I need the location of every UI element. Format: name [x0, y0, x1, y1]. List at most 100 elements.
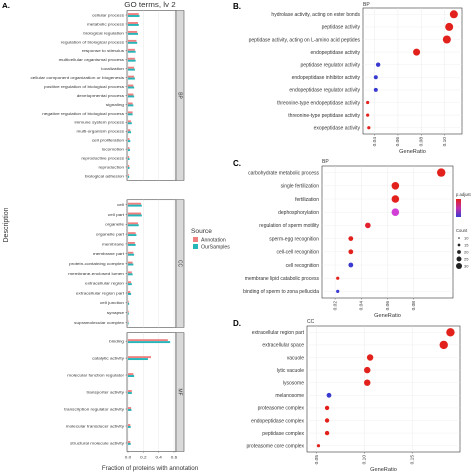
bar — [128, 373, 134, 376]
x-tick-label: 0.04 — [372, 137, 378, 147]
facet-strip-label: CC — [176, 260, 182, 267]
term-label: exopeptidase activity — [314, 126, 361, 132]
legend-title: Count — [456, 228, 468, 233]
panel-letter: B. — [233, 2, 241, 11]
bar — [128, 322, 129, 325]
bar — [128, 283, 132, 286]
bar — [128, 66, 135, 69]
x-axis-title: GeneRatio — [374, 313, 401, 319]
bar — [128, 442, 131, 445]
bar — [128, 300, 129, 303]
bar — [128, 224, 139, 227]
category-label: biological adhesion — [85, 174, 125, 179]
bar — [128, 122, 132, 125]
term-label: melanosome — [275, 393, 304, 399]
data-point — [442, 35, 451, 44]
size-legend-label: 30 — [464, 264, 469, 269]
data-point — [367, 126, 371, 130]
bar — [128, 48, 135, 51]
bar — [128, 263, 134, 266]
data-point — [391, 208, 400, 216]
x-axis-title: GeneRatio — [370, 467, 397, 473]
category-label: signaling — [106, 102, 125, 107]
facet-strip — [175, 10, 185, 181]
bar — [128, 175, 130, 178]
panel-a: A. GO terms, lv 2 BP cellular process metabo… — [2, 1, 185, 460]
data-point — [375, 62, 381, 67]
category-label: cell part — [108, 212, 125, 217]
category-label: positive regulation of biological proces… — [44, 84, 124, 89]
legend-title: Source — [191, 228, 212, 235]
bar — [128, 149, 130, 152]
term-label: extracellular region part — [252, 330, 305, 336]
size-legend-dot — [457, 250, 461, 254]
bar — [128, 441, 131, 443]
bar — [128, 22, 138, 24]
facet-strip-label: MF — [176, 389, 182, 396]
term-label: cell-cell recognition — [276, 250, 319, 256]
size-legend-label: 15 — [464, 243, 469, 248]
category-label: regulation of biological process — [61, 40, 124, 45]
category-label: negative regulation of biological proces… — [42, 111, 124, 116]
term-label: dephosphorylation — [278, 210, 319, 216]
bar — [128, 253, 135, 256]
data-point — [324, 405, 330, 411]
y-axis-title: Description — [3, 207, 10, 242]
category-label: transcription regulator activity — [64, 407, 125, 412]
panel-a-annotations: Fraction of proteins with annotation Desc… — [3, 207, 230, 472]
bar — [128, 291, 131, 294]
data-point — [391, 182, 400, 190]
data-point — [366, 100, 370, 105]
legend-title: p.adjust — [456, 192, 472, 197]
category-label: cell — [117, 202, 124, 207]
legend-entry: OurSamples — [201, 245, 230, 251]
bar — [128, 120, 132, 123]
data-point — [364, 366, 371, 374]
bar — [128, 39, 137, 42]
plot-frame — [362, 7, 463, 135]
category-label: membrane-enclosed lumen — [68, 271, 124, 276]
category-label: molecular function regulator — [67, 373, 124, 378]
term-label: endopeptidase regulator activity — [289, 88, 360, 94]
category-label: reproduction — [98, 165, 124, 170]
bar — [128, 261, 133, 264]
bar — [128, 140, 131, 143]
bar — [128, 165, 130, 167]
data-point — [366, 113, 370, 117]
bar — [128, 113, 133, 116]
facet-panel — [126, 332, 177, 452]
data-point — [446, 328, 455, 337]
term-label: extracellular space — [262, 343, 304, 349]
bar — [128, 281, 132, 284]
facet-strip — [175, 332, 185, 452]
category-label: extracellular region — [85, 281, 124, 286]
panel-subtitle: CC — [307, 319, 315, 325]
x-tick-label: 0.0 — [125, 455, 132, 460]
bar — [128, 339, 168, 342]
legend-entry: Annotation — [201, 238, 226, 244]
category-label: transporter activity — [86, 390, 124, 395]
bar — [128, 15, 140, 17]
data-point — [348, 249, 354, 255]
data-point — [336, 276, 340, 280]
data-point — [445, 22, 454, 31]
size-legend-label: 10 — [464, 236, 469, 241]
term-label: membrane lipid catabolic process — [245, 276, 320, 282]
bar — [128, 173, 129, 176]
bar — [128, 102, 133, 105]
category-label: metabolic process — [87, 22, 124, 27]
legend-swatch — [193, 237, 198, 242]
x-tick-label: 0.06 — [385, 301, 391, 311]
x-tick-label: 0.10 — [442, 137, 448, 147]
bar — [128, 86, 135, 89]
panel-letter: D. — [233, 319, 241, 328]
bar — [128, 202, 142, 205]
term-label: endopeptidase inhibitor activity — [292, 75, 361, 81]
term-label: vacuole — [287, 355, 304, 361]
bar — [128, 93, 134, 96]
data-point — [413, 48, 421, 56]
bar — [128, 147, 130, 150]
term-label: peptidase activity, acting on L-amino ac… — [249, 37, 361, 43]
facet-strip-label: BP — [176, 92, 182, 99]
bar — [128, 156, 130, 159]
